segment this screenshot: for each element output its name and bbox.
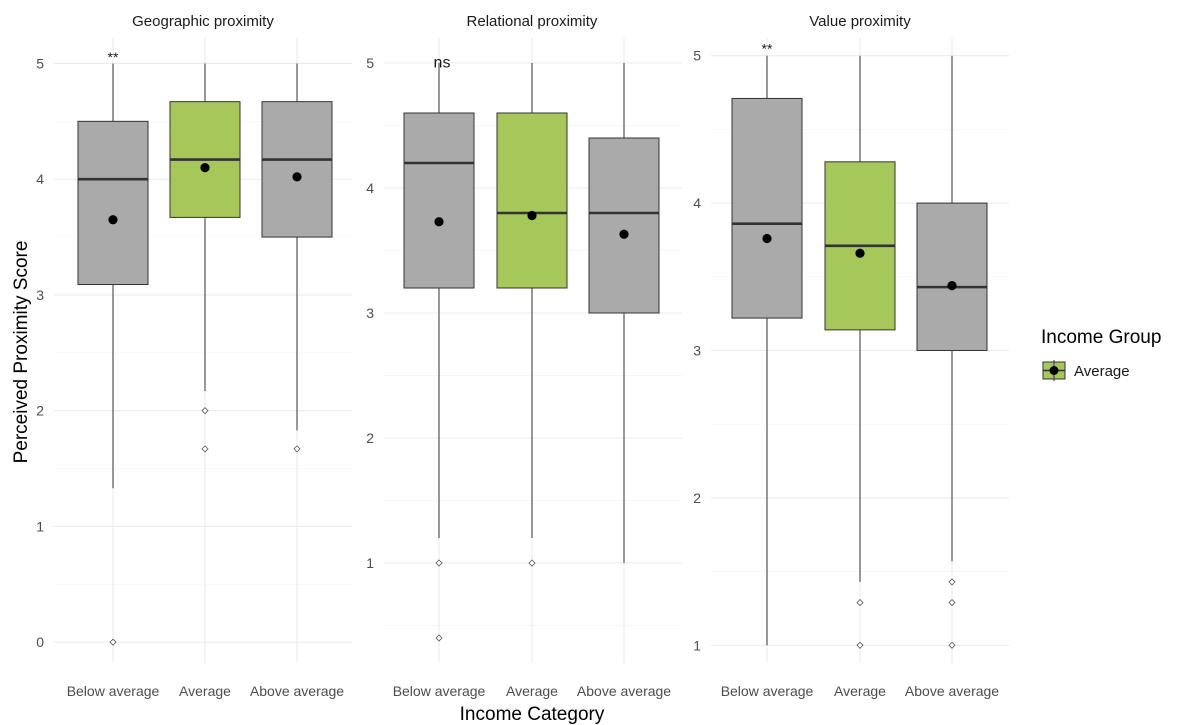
- panel-1-y-tick-labels: 0 1 2 3 4 5: [36, 55, 44, 650]
- mean-point-average: [200, 163, 210, 173]
- panel-value-proximity: ** 1 2 3 4 5 Below average Average Above avera…: [693, 13, 1009, 699]
- panel-1-title: Geographic proximity: [132, 13, 274, 30]
- y-tick-label: 3: [693, 343, 701, 359]
- panel-3-x-tick-labels: Below average Average Above average: [721, 683, 1000, 699]
- mean-point-above-average: [947, 281, 957, 291]
- mean-point-above-average: [619, 229, 629, 239]
- y-tick-label: 1: [693, 637, 701, 653]
- outlier-point: [856, 641, 864, 649]
- outlier-point: [948, 641, 956, 649]
- x-tick-label-above-average: Above average: [577, 683, 671, 699]
- box-above-average: [588, 137, 660, 314]
- box-below-average: [403, 112, 475, 289]
- panel-1-marks: **: [77, 49, 333, 646]
- significance-label: **: [108, 49, 119, 65]
- legend-key-point: [1049, 366, 1059, 375]
- y-tick-label: 3: [36, 287, 44, 303]
- panel-2-title: Relational proximity: [467, 13, 598, 30]
- y-tick-label: 1: [36, 518, 44, 534]
- y-tick-label: 2: [366, 430, 374, 446]
- box-average: [496, 112, 568, 289]
- legend-key-average: [1042, 360, 1066, 381]
- y-tick-label: 3: [366, 305, 374, 321]
- x-tick-label-average: Average: [834, 683, 886, 699]
- panel-2-x-tick-labels: Below average Average Above average: [393, 683, 672, 699]
- outlier-point: [856, 598, 864, 607]
- legend-label-average: Average: [1074, 363, 1130, 380]
- y-tick-label: 5: [366, 55, 374, 71]
- panel-2-marks: ns: [403, 55, 660, 642]
- x-tick-label-above-average: Above average: [905, 683, 999, 699]
- box-above-average: [261, 101, 333, 238]
- outlier-point: [201, 445, 209, 453]
- x-tick-label-average: Average: [179, 683, 231, 699]
- outlier-point: [293, 445, 301, 453]
- x-tick-label-below-average: Below average: [393, 683, 486, 699]
- panel-3-marks: **: [731, 40, 988, 649]
- y-tick-label: 5: [693, 48, 701, 64]
- panel-geographic-proximity: ** 0 1 2 3 4 5 Below average Average Above aver…: [36, 13, 352, 699]
- x-axis-title: Income Category: [460, 704, 605, 725]
- panel-1-x-tick-labels: Below average Average Above average: [67, 683, 345, 699]
- outlier-point: [435, 634, 443, 642]
- significance-label: ns: [434, 55, 451, 72]
- y-tick-label: 2: [693, 490, 701, 506]
- y-tick-label: 4: [366, 180, 374, 196]
- y-tick-label: 1: [366, 555, 374, 571]
- box-below-average: [77, 120, 149, 286]
- y-tick-label: 5: [36, 55, 44, 71]
- panel-3-y-tick-labels: 1 2 3 4 5: [693, 48, 701, 654]
- y-axis-title: Perceived Proximity Score: [11, 241, 32, 464]
- mean-point-average: [855, 248, 865, 258]
- box-below-average: [731, 97, 803, 319]
- legend: Income Group Average: [1041, 327, 1161, 381]
- x-tick-label-below-average: Below average: [67, 683, 160, 699]
- y-tick-label: 0: [36, 634, 44, 650]
- outlier-point: [109, 638, 117, 646]
- legend-title: Income Group: [1041, 327, 1161, 348]
- y-tick-label: 2: [36, 403, 44, 419]
- mean-point-below-average: [762, 233, 772, 244]
- outlier-point: [948, 578, 956, 586]
- mean-point-below-average: [434, 217, 444, 227]
- mean-point-above-average: [292, 172, 302, 182]
- x-tick-label-average: Average: [506, 683, 558, 699]
- x-tick-label-above-average: Above average: [250, 683, 344, 699]
- outlier-point: [948, 598, 956, 607]
- x-tick-label-below-average: Below average: [721, 683, 814, 699]
- y-tick-label: 4: [693, 195, 701, 211]
- mean-point-average: [527, 210, 537, 221]
- box-above-average: [916, 202, 988, 351]
- panel-2-y-tick-labels: 1 2 3 4 5: [366, 55, 374, 571]
- outlier-point: [528, 559, 536, 567]
- mean-point-below-average: [108, 215, 118, 225]
- y-tick-label: 4: [36, 171, 44, 187]
- panel-3-title: Value proximity: [809, 13, 911, 30]
- panel-relational-proximity: ns 1 2 3 4 5 Below average Average Above avera…: [366, 13, 682, 699]
- significance-label: **: [762, 40, 773, 56]
- outlier-point: [435, 559, 443, 567]
- outlier-point: [201, 407, 209, 415]
